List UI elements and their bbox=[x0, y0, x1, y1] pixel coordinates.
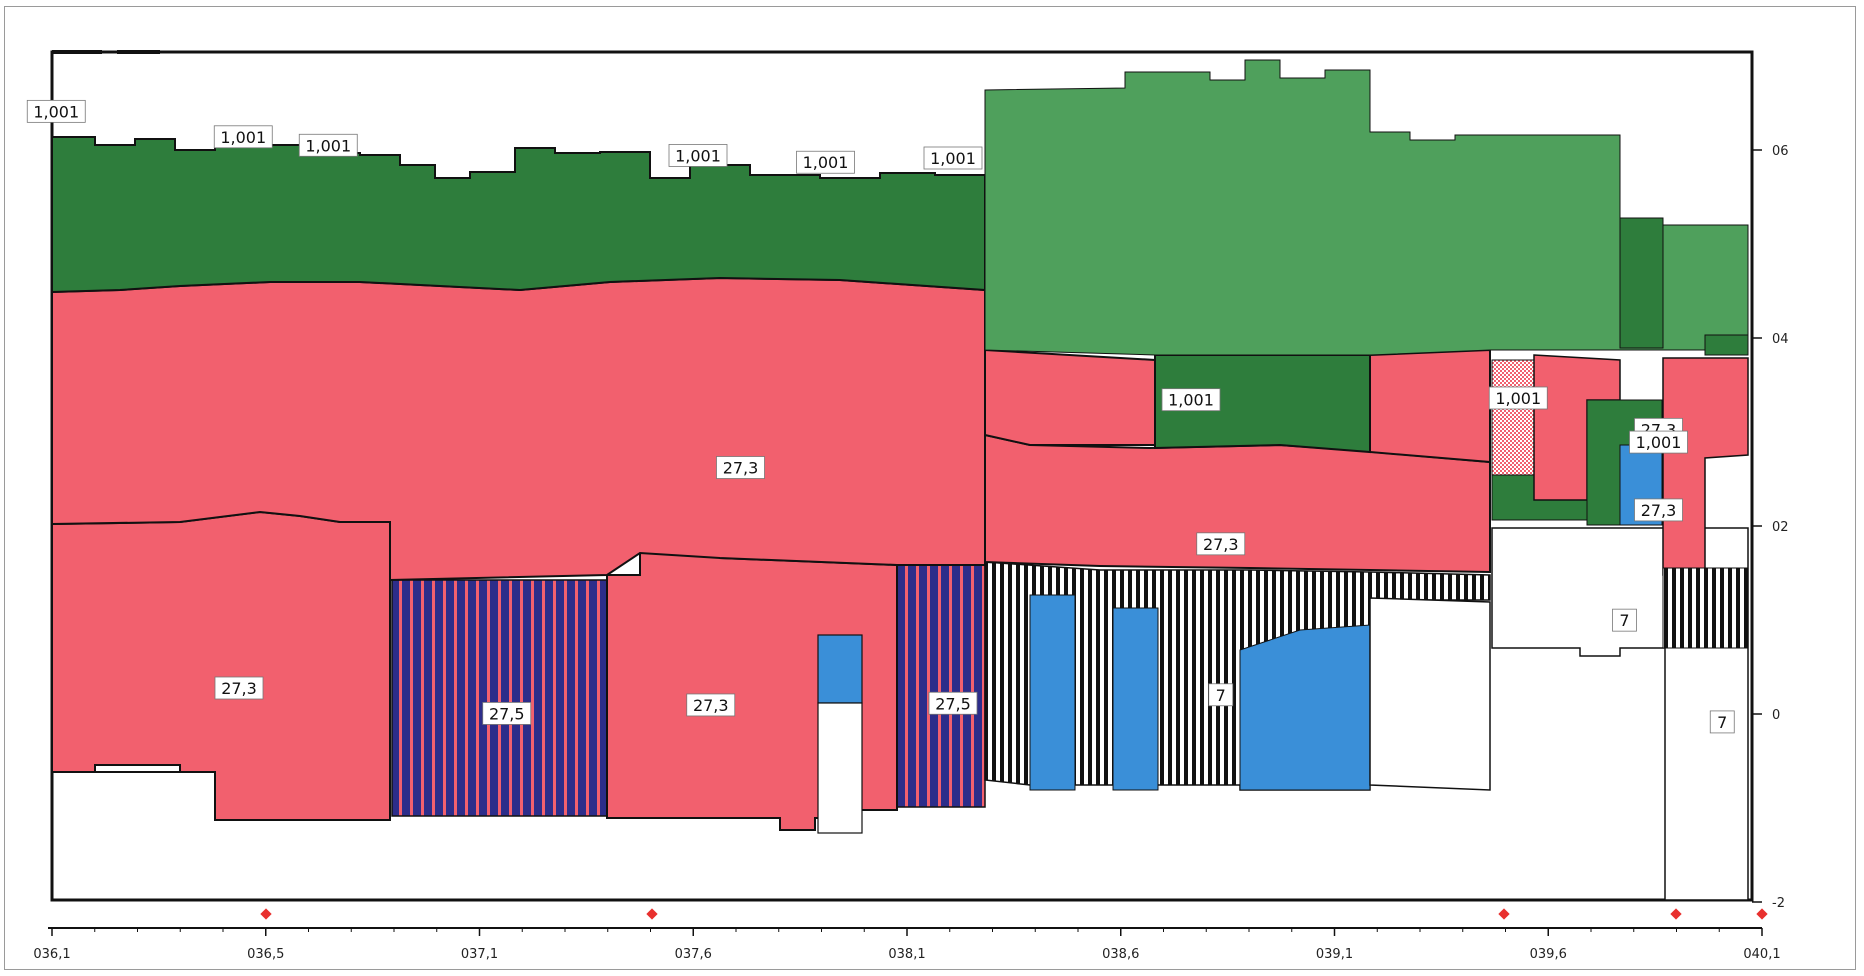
area-blue-small bbox=[817, 634, 863, 704]
x-axis: 036,1 036,5 037,1 037,6 038,1 038,6 039,1 039,6… bbox=[33, 928, 1781, 962]
data-label-text: 1,001 bbox=[220, 128, 266, 147]
data-label: 27,3 bbox=[686, 693, 736, 717]
data-label-text: 27,5 bbox=[489, 704, 525, 723]
y-tick-label: 0 bbox=[1772, 708, 1780, 723]
data-label: 7 bbox=[1709, 710, 1735, 734]
data-label-text: 1,001 bbox=[33, 102, 79, 121]
data-label-box bbox=[923, 146, 983, 170]
data-label-text: 27,3 bbox=[723, 459, 759, 478]
data-label-text: 27,3 bbox=[221, 679, 257, 698]
axis-marker bbox=[1756, 908, 1768, 920]
x-tick-label: 039,1 bbox=[1316, 947, 1353, 962]
data-label-box bbox=[1629, 430, 1688, 454]
data-label-text: 1,001 bbox=[305, 136, 351, 155]
data-label-text: 27,3 bbox=[693, 696, 729, 715]
data-label-text: 7 bbox=[1619, 611, 1629, 630]
data-label: 1,001 bbox=[796, 150, 855, 174]
area-light-green bbox=[984, 59, 1749, 356]
data-label: 27,3 bbox=[1196, 532, 1246, 556]
x-tick-label: 037,1 bbox=[461, 947, 498, 962]
area-navy-striped-1 bbox=[391, 579, 608, 817]
data-label: 1,001 bbox=[1629, 430, 1688, 454]
area-bw-striped-2 bbox=[1662, 567, 1749, 649]
data-label-box bbox=[1488, 386, 1548, 410]
y-tick-label: 06 bbox=[1772, 144, 1789, 159]
data-label-box bbox=[796, 150, 855, 174]
data-label-text: 1,001 bbox=[675, 146, 721, 165]
data-label-box bbox=[686, 693, 736, 717]
x-tick-label: 040,1 bbox=[1743, 947, 1780, 962]
area-blue-1 bbox=[1029, 594, 1076, 791]
data-label-box bbox=[716, 456, 765, 479]
x-tick-label: 037,6 bbox=[675, 947, 712, 962]
data-label-text: 1,001 bbox=[930, 149, 976, 168]
data-label-text: 1,001 bbox=[1636, 433, 1682, 452]
data-label: 1,001 bbox=[1161, 388, 1221, 412]
data-label: 1,001 bbox=[213, 125, 273, 149]
data-label: 27,5 bbox=[482, 702, 532, 725]
x-tick-label: 038,6 bbox=[1102, 947, 1139, 962]
data-label-box bbox=[1709, 710, 1735, 734]
data-label-text: 27,5 bbox=[935, 694, 971, 713]
data-label-box bbox=[1208, 683, 1234, 707]
area-navy-striped-2 bbox=[896, 564, 986, 808]
data-label-text: 1,001 bbox=[803, 153, 849, 172]
data-label-text: 27,3 bbox=[1641, 501, 1677, 520]
x-tick-label: 039,6 bbox=[1530, 947, 1567, 962]
data-label: 27,3 bbox=[1634, 498, 1683, 522]
data-label-text: 7 bbox=[1216, 686, 1226, 705]
data-label: 27,5 bbox=[928, 691, 978, 715]
data-label: 1,001 bbox=[26, 99, 86, 123]
data-label-text: 1,001 bbox=[1168, 391, 1214, 410]
data-label-text: 27,3 bbox=[1203, 535, 1239, 554]
data-label-box bbox=[213, 125, 273, 149]
x-tick-label: 036,1 bbox=[33, 947, 70, 962]
y-tick-label: 04 bbox=[1772, 332, 1789, 347]
data-label: 27,3 bbox=[716, 456, 765, 479]
area-white-right-1 bbox=[1369, 597, 1491, 791]
data-label-box bbox=[1612, 608, 1637, 632]
area-pink-checked bbox=[1491, 359, 1535, 476]
data-label: 7 bbox=[1208, 683, 1234, 707]
chart-frame bbox=[4, 6, 1856, 970]
axis-marker bbox=[260, 908, 272, 920]
y-tick-label: 02 bbox=[1772, 520, 1789, 535]
axis-marker bbox=[1670, 908, 1682, 920]
area-white-small bbox=[817, 702, 863, 834]
area-green-5 bbox=[1619, 217, 1664, 349]
data-label: 1,001 bbox=[298, 133, 358, 157]
area-green-6 bbox=[1704, 334, 1749, 356]
data-labels: 1,001 1,001 1,001 1,001 1,001 1,001 27,3 27,3 27… bbox=[26, 99, 1735, 734]
x-axis-markers bbox=[260, 908, 1768, 920]
data-label-text: 7 bbox=[1717, 713, 1727, 732]
data-label-text: 1,001 bbox=[1495, 389, 1541, 408]
data-label-box bbox=[1196, 532, 1246, 556]
x-tick-label: 036,5 bbox=[247, 947, 284, 962]
y-tick-label: -2 bbox=[1772, 896, 1785, 911]
data-label-box bbox=[482, 702, 532, 725]
data-label-box bbox=[668, 144, 728, 167]
axis-marker bbox=[1498, 908, 1510, 920]
area-red-middle-2 bbox=[984, 433, 1491, 574]
x-tick-label: 038,1 bbox=[888, 947, 925, 962]
data-label-box bbox=[298, 133, 358, 157]
data-label: 1,001 bbox=[1488, 386, 1548, 410]
area-blue-2 bbox=[1112, 607, 1159, 791]
area-red-upper-3 bbox=[1369, 348, 1491, 464]
area-red-upper-2 bbox=[984, 348, 1156, 446]
data-label: 1,001 bbox=[923, 146, 983, 170]
data-label-box bbox=[214, 676, 264, 700]
y-axis: 06 04 02 0 -2 bbox=[1752, 144, 1789, 911]
data-label: 1,001 bbox=[668, 144, 728, 167]
data-label-box bbox=[1161, 388, 1221, 412]
data-label-box bbox=[928, 691, 978, 715]
data-label-box bbox=[1634, 498, 1683, 522]
area-blue-3 bbox=[1239, 624, 1371, 791]
axis-marker bbox=[646, 908, 658, 920]
data-label-box bbox=[26, 99, 86, 123]
data-label: 7 bbox=[1612, 608, 1637, 632]
data-label: 27,3 bbox=[214, 676, 264, 700]
